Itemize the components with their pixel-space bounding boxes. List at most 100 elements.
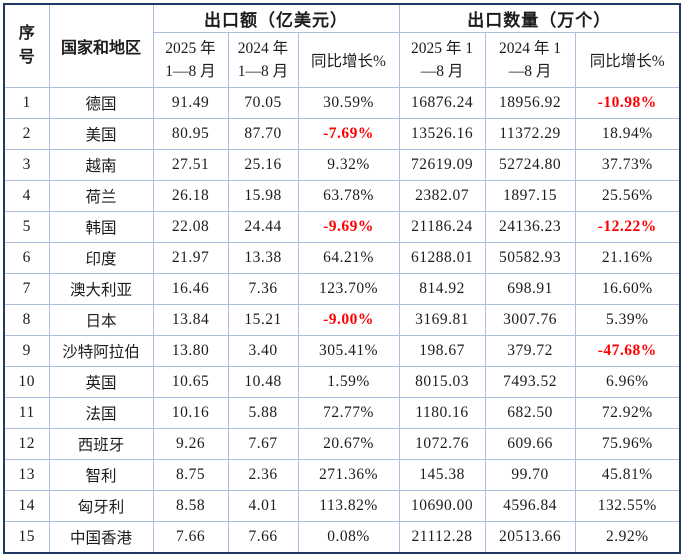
cell-export-qty-growth: 75.96%	[574, 428, 681, 460]
cell-export-value-growth: -9.00%	[297, 304, 400, 336]
table-row: 3 越南 27.51 25.16 9.32% 72619.09 52724.80…	[3, 149, 681, 181]
table-row: 6 印度 21.97 13.38 64.21% 61288.01 50582.9…	[3, 242, 681, 274]
header-group-export-value: 出口额（亿美元）	[152, 3, 400, 33]
cell-export-value-growth: 72.77%	[297, 397, 400, 429]
cell-export-value-2024: 5.88	[227, 397, 299, 429]
cell-export-qty-2025: 61288.01	[398, 242, 486, 274]
export-table: 序 号 国家和地区 出口额（亿美元） 出口数量（万个） 2025 年 1—8 月…	[3, 3, 682, 554]
cell-export-value-growth: 30.59%	[297, 87, 400, 119]
cell-seq: 4	[3, 180, 50, 212]
cell-country: 英国	[48, 366, 154, 398]
cell-export-qty-2024: 50582.93	[484, 242, 576, 274]
cell-export-qty-growth: 6.96%	[574, 366, 681, 398]
cell-export-qty-growth: 5.39%	[574, 304, 681, 336]
header-value-2025: 2025 年 1—8 月	[152, 32, 229, 88]
header-qty-yoy-growth: 同比增长%	[574, 32, 681, 88]
cell-export-qty-2024: 4596.84	[484, 490, 576, 522]
cell-export-qty-2024: 99.70	[484, 459, 576, 491]
cell-export-value-2024: 24.44	[227, 211, 299, 243]
cell-export-value-2024: 4.01	[227, 490, 299, 522]
cell-export-qty-2025: 21186.24	[398, 211, 486, 243]
cell-seq: 6	[3, 242, 50, 274]
cell-export-qty-2024: 698.91	[484, 273, 576, 305]
cell-export-qty-growth: 72.92%	[574, 397, 681, 429]
cell-export-value-2024: 10.48	[227, 366, 299, 398]
cell-export-qty-2024: 24136.23	[484, 211, 576, 243]
header-seq: 序 号	[3, 3, 50, 88]
cell-export-qty-2025: 8015.03	[398, 366, 486, 398]
cell-export-value-2025: 10.16	[152, 397, 229, 429]
cell-export-qty-2025: 814.92	[398, 273, 486, 305]
cell-seq: 3	[3, 149, 50, 181]
table-row: 2 美国 80.95 87.70 -7.69% 13526.16 11372.2…	[3, 118, 681, 150]
table-row: 14 匈牙利 8.58 4.01 113.82% 10690.00 4596.8…	[3, 490, 681, 522]
cell-export-value-growth: 9.32%	[297, 149, 400, 181]
cell-country: 日本	[48, 304, 154, 336]
table-row: 15 中国香港 7.66 7.66 0.08% 21112.28 20513.6…	[3, 521, 681, 554]
cell-export-qty-2025: 145.38	[398, 459, 486, 491]
header-country: 国家和地区	[48, 3, 154, 88]
cell-country: 越南	[48, 149, 154, 181]
cell-export-value-2025: 13.84	[152, 304, 229, 336]
cell-export-value-2025: 9.26	[152, 428, 229, 460]
cell-country: 澳大利亚	[48, 273, 154, 305]
cell-export-value-2025: 13.80	[152, 335, 229, 367]
cell-country: 中国香港	[48, 521, 154, 554]
table-row: 9 沙特阿拉伯 13.80 3.40 305.41% 198.67 379.72…	[3, 335, 681, 367]
cell-export-value-2024: 7.66	[227, 521, 299, 554]
cell-export-value-growth: 123.70%	[297, 273, 400, 305]
cell-export-qty-2024: 609.66	[484, 428, 576, 460]
cell-export-value-2024: 70.05	[227, 87, 299, 119]
cell-export-qty-2025: 2382.07	[398, 180, 486, 212]
cell-country: 荷兰	[48, 180, 154, 212]
header-qty-2025: 2025 年 1 —8 月	[398, 32, 486, 88]
cell-seq: 1	[3, 87, 50, 119]
cell-seq: 2	[3, 118, 50, 150]
cell-export-value-2024: 7.67	[227, 428, 299, 460]
cell-country: 印度	[48, 242, 154, 274]
table-row: 11 法国 10.16 5.88 72.77% 1180.16 682.50 7…	[3, 397, 681, 429]
cell-export-qty-growth: -47.68%	[574, 335, 681, 367]
cell-export-qty-growth: -10.98%	[574, 87, 681, 119]
cell-export-value-2025: 16.46	[152, 273, 229, 305]
table-row: 12 西班牙 9.26 7.67 20.67% 1072.76 609.66 7…	[3, 428, 681, 460]
cell-export-qty-growth: 16.60%	[574, 273, 681, 305]
cell-export-qty-2025: 21112.28	[398, 521, 486, 554]
cell-export-qty-2024: 52724.80	[484, 149, 576, 181]
cell-export-value-growth: 305.41%	[297, 335, 400, 367]
cell-export-value-2024: 87.70	[227, 118, 299, 150]
header-qty-2024: 2024 年 1 —8 月	[484, 32, 576, 88]
header-value-yoy-growth: 同比增长%	[297, 32, 400, 88]
cell-export-value-2025: 8.75	[152, 459, 229, 491]
cell-export-qty-growth: -12.22%	[574, 211, 681, 243]
cell-country: 匈牙利	[48, 490, 154, 522]
cell-export-value-2024: 3.40	[227, 335, 299, 367]
cell-export-qty-2025: 198.67	[398, 335, 486, 367]
cell-export-qty-2024: 20513.66	[484, 521, 576, 554]
table-header: 序 号 国家和地区 出口额（亿美元） 出口数量（万个） 2025 年 1—8 月…	[3, 3, 681, 88]
cell-export-qty-2024: 11372.29	[484, 118, 576, 150]
cell-export-value-growth: 20.67%	[297, 428, 400, 460]
cell-export-qty-growth: 45.81%	[574, 459, 681, 491]
table-row: 5 韩国 22.08 24.44 -9.69% 21186.24 24136.2…	[3, 211, 681, 243]
cell-export-value-growth: 1.59%	[297, 366, 400, 398]
cell-export-qty-2024: 379.72	[484, 335, 576, 367]
cell-country: 韩国	[48, 211, 154, 243]
cell-export-qty-2025: 72619.09	[398, 149, 486, 181]
cell-seq: 11	[3, 397, 50, 429]
header-value-2024: 2024 年 1—8 月	[227, 32, 299, 88]
table-body: 1 德国 91.49 70.05 30.59% 16876.24 18956.9…	[3, 87, 681, 554]
cell-export-qty-2025: 3169.81	[398, 304, 486, 336]
cell-export-value-2025: 7.66	[152, 521, 229, 554]
cell-export-value-2024: 15.21	[227, 304, 299, 336]
cell-export-value-growth: 64.21%	[297, 242, 400, 274]
cell-export-qty-2024: 3007.76	[484, 304, 576, 336]
header-row-sub: 2025 年 1—8 月 2024 年 1—8 月 同比增长% 2025 年 1…	[4, 32, 681, 88]
cell-export-qty-growth: 25.56%	[574, 180, 681, 212]
cell-seq: 12	[3, 428, 50, 460]
header-row-groups: 序 号 国家和地区 出口额（亿美元） 出口数量（万个）	[3, 3, 681, 88]
cell-country: 美国	[48, 118, 154, 150]
cell-export-value-growth: 271.36%	[297, 459, 400, 491]
cell-export-qty-growth: 132.55%	[574, 490, 681, 522]
